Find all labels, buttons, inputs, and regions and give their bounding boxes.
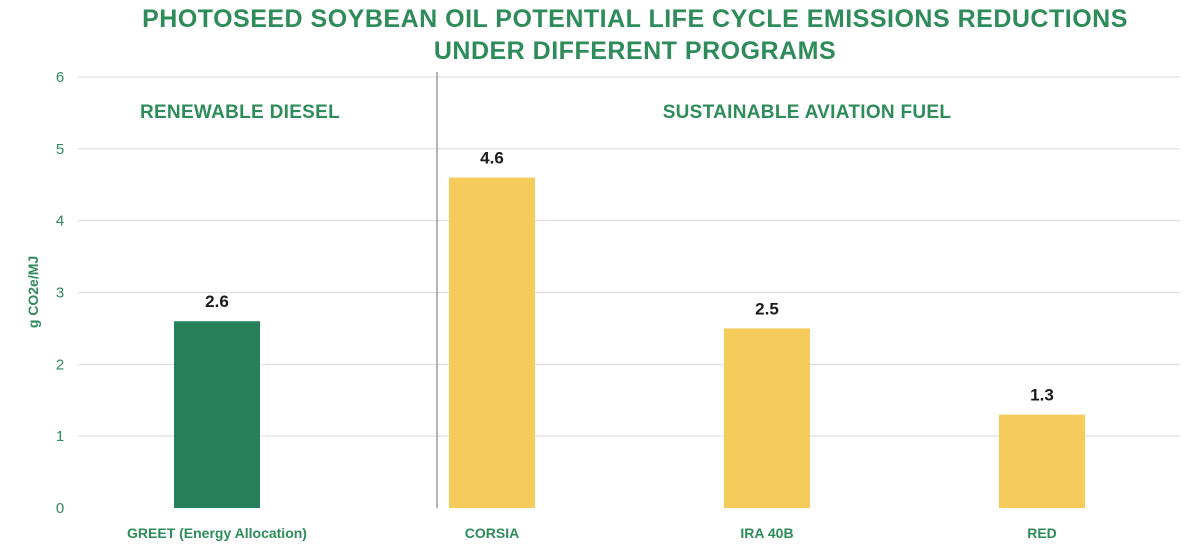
bar-2 [449, 177, 535, 509]
y-tick-label-4: 4 [56, 213, 64, 230]
chart-title-line-1: PHOTOSEED SOYBEAN OIL POTENTIAL LIFE CYC… [142, 5, 1128, 33]
group-labels: RENEWABLE DIESEL SUSTAINABLE AVIATION FUE… [140, 102, 951, 123]
y-tick-label-6: 6 [56, 69, 64, 86]
y-axis-ticks: 0 1 2 3 4 5 6 [56, 69, 64, 517]
category-label-1: GREET (Energy Allocation) [127, 525, 307, 541]
y-tick-label-1: 1 [56, 428, 64, 445]
chart-title: PHOTOSEED SOYBEAN OIL POTENTIAL LIFE CYC… [142, 5, 1128, 65]
category-label-4: RED [1027, 525, 1057, 541]
bar-4 [999, 414, 1085, 508]
y-axis-label: g CO2e/MJ [25, 256, 41, 328]
y-axis-title: g CO2e/MJ [25, 256, 41, 328]
value-labels: 2.6 4.6 2.5 1.3 [205, 149, 1054, 405]
bar-1 [174, 321, 260, 508]
bars [174, 177, 1085, 509]
y-tick-label-5: 5 [56, 141, 64, 158]
category-label-3: IRA 40B [740, 525, 793, 541]
y-tick-label-2: 2 [56, 356, 64, 373]
value-label-2: 4.6 [480, 149, 504, 168]
y-tick-label-0: 0 [56, 500, 64, 517]
value-label-3: 2.5 [755, 299, 779, 318]
group-label-2: SUSTAINABLE AVIATION FUEL [663, 102, 952, 123]
group-label-1: RENEWABLE DIESEL [140, 102, 340, 123]
y-tick-label-3: 3 [56, 285, 64, 302]
bar-3 [724, 328, 810, 508]
category-label-2: CORSIA [465, 525, 519, 541]
x-axis-categories: GREET (Energy Allocation) CORSIA IRA 40B RE… [127, 525, 1057, 541]
gridlines [78, 76, 1180, 437]
value-label-4: 1.3 [1030, 386, 1054, 405]
value-label-1: 2.6 [205, 292, 229, 311]
chart-title-line-2: UNDER DIFFERENT PROGRAMS [434, 37, 836, 65]
